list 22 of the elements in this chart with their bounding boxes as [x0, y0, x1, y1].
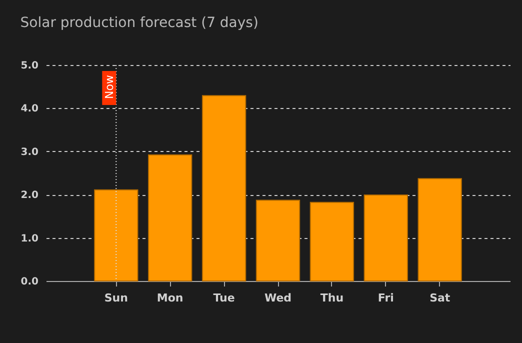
chart-title: Solar production forecast (7 days): [20, 15, 258, 31]
x-tick-label: Sat: [430, 292, 450, 304]
y-tick-label: 1.0: [20, 233, 39, 244]
x-tick-label: Sun: [104, 292, 128, 304]
y-tick-label: 2.0: [20, 190, 39, 202]
x-tick-label: Thu: [320, 292, 344, 304]
bar: [364, 194, 408, 282]
bar: [418, 178, 462, 282]
y-tick-label: 4.0: [20, 104, 39, 115]
y-tick-label: 3.0: [20, 146, 39, 158]
y-tick-label: 0.0: [20, 276, 39, 288]
x-tick-label: Wed: [264, 292, 292, 304]
bar: [94, 189, 138, 282]
ref-line-label: Now: [103, 75, 116, 99]
bar: [256, 200, 300, 282]
bar: [310, 202, 354, 282]
x-tick-label: Tue: [213, 292, 235, 304]
bar: [148, 154, 192, 282]
y-tick-label: 5.0: [20, 60, 39, 72]
x-tick-label: Fri: [378, 292, 394, 304]
bar: [202, 95, 246, 282]
x-tick-label: Mon: [156, 292, 184, 304]
